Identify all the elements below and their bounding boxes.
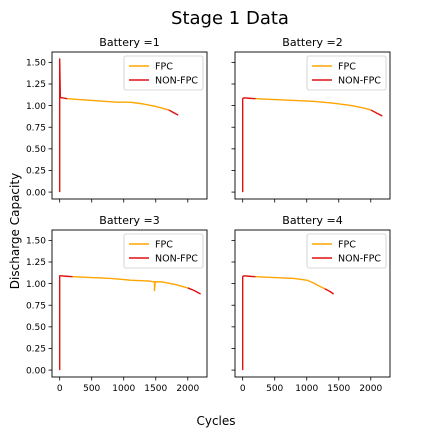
y-tick-label: 0.75 [26, 123, 46, 133]
legend: FPC NON-FPC [306, 233, 387, 269]
x-tick-label: 500 [266, 384, 283, 394]
plot-frame [51, 229, 208, 378]
legend-label: NON-FPC [155, 254, 198, 265]
subplot-1: Battery =1 0.00 0.25 0.50 0.75 1.00 1.25 1.50 FP… [26, 36, 208, 203]
series-line-non-fpc [58, 275, 73, 371]
series-line-non-fpc [58, 58, 68, 193]
series-line-non-fpc [324, 288, 335, 295]
legend-label: NON-FPC [155, 76, 198, 87]
subplot-title: Battery =1 [99, 36, 159, 49]
x-tick-label: 0 [57, 384, 63, 394]
legend-label: FPC [155, 62, 173, 73]
plot-frame [234, 229, 391, 378]
x-tick-label: 1500 [327, 384, 350, 394]
legend: FPC NON-FPC [306, 55, 387, 91]
x-tick-label: 2000 [176, 384, 199, 394]
legend-label: FPC [155, 240, 173, 251]
legend: FPC NON-FPC [123, 233, 204, 269]
legend-label: NON-FPC [338, 76, 381, 87]
legend-label: NON-FPC [338, 254, 381, 265]
series-line-fpc [255, 97, 371, 111]
y-tick-label: 1.00 [26, 102, 46, 112]
x-tick-label: 2000 [359, 384, 382, 394]
x-tick-label: 1500 [144, 384, 167, 394]
series-line-fpc [255, 275, 325, 290]
legend: FPC NON-FPC [123, 55, 204, 91]
series-line-fpc [67, 97, 169, 111]
y-tick-label: 0.50 [26, 145, 46, 155]
series-line-non-fpc [370, 109, 383, 117]
y-tick-label: 1.50 [26, 237, 46, 247]
figure-ylabel: Discharge Capacity [8, 173, 22, 289]
y-tick-label: 1.00 [26, 280, 46, 290]
y-tick-label: 1.50 [26, 59, 46, 69]
y-tick-label: 0.25 [26, 167, 46, 177]
subplot-4: Battery =4 0 500 1000 1500 2000 FPC NON-FPC [231, 214, 391, 394]
y-tick-label: 0.00 [26, 188, 46, 198]
y-tick-label: 0.50 [26, 323, 46, 333]
y-tick-label: 1.25 [26, 258, 46, 268]
series-line-fpc [72, 275, 188, 292]
subplot-3: Battery =3 0 500 1000 1500 2000 0.00 0.25 0.50 0.… [26, 214, 208, 394]
legend-box [306, 233, 387, 269]
y-tick-label: 1.25 [26, 80, 46, 90]
legend-label: FPC [338, 62, 356, 73]
subplot-title: Battery =2 [282, 36, 342, 49]
legend-label: FPC [338, 240, 356, 251]
y-tick-label: 0.75 [26, 301, 46, 311]
plot-frame [234, 51, 391, 200]
series-line-non-fpc [168, 109, 179, 116]
plot-frame [51, 51, 208, 200]
subplot-title: Battery =4 [282, 214, 342, 227]
legend-box [306, 55, 387, 91]
figure-title: Stage 1 Data [171, 8, 289, 29]
x-tick-label: 0 [240, 384, 246, 394]
series-line-non-fpc [241, 97, 256, 193]
series-line-non-fpc [187, 287, 201, 295]
x-tick-label: 1000 [112, 384, 135, 394]
figure-xlabel: Cycles [196, 414, 235, 428]
legend-box [123, 55, 204, 91]
y-tick-label: 0.25 [26, 345, 46, 355]
subplot-2: Battery =2 FPC NON-FPC [231, 36, 391, 203]
x-tick-label: 500 [83, 384, 100, 394]
subplot-title: Battery =3 [99, 214, 159, 227]
y-tick-label: 0.00 [26, 366, 46, 376]
series-line-non-fpc [241, 275, 256, 371]
legend-box [123, 233, 204, 269]
x-tick-label: 1000 [295, 384, 318, 394]
